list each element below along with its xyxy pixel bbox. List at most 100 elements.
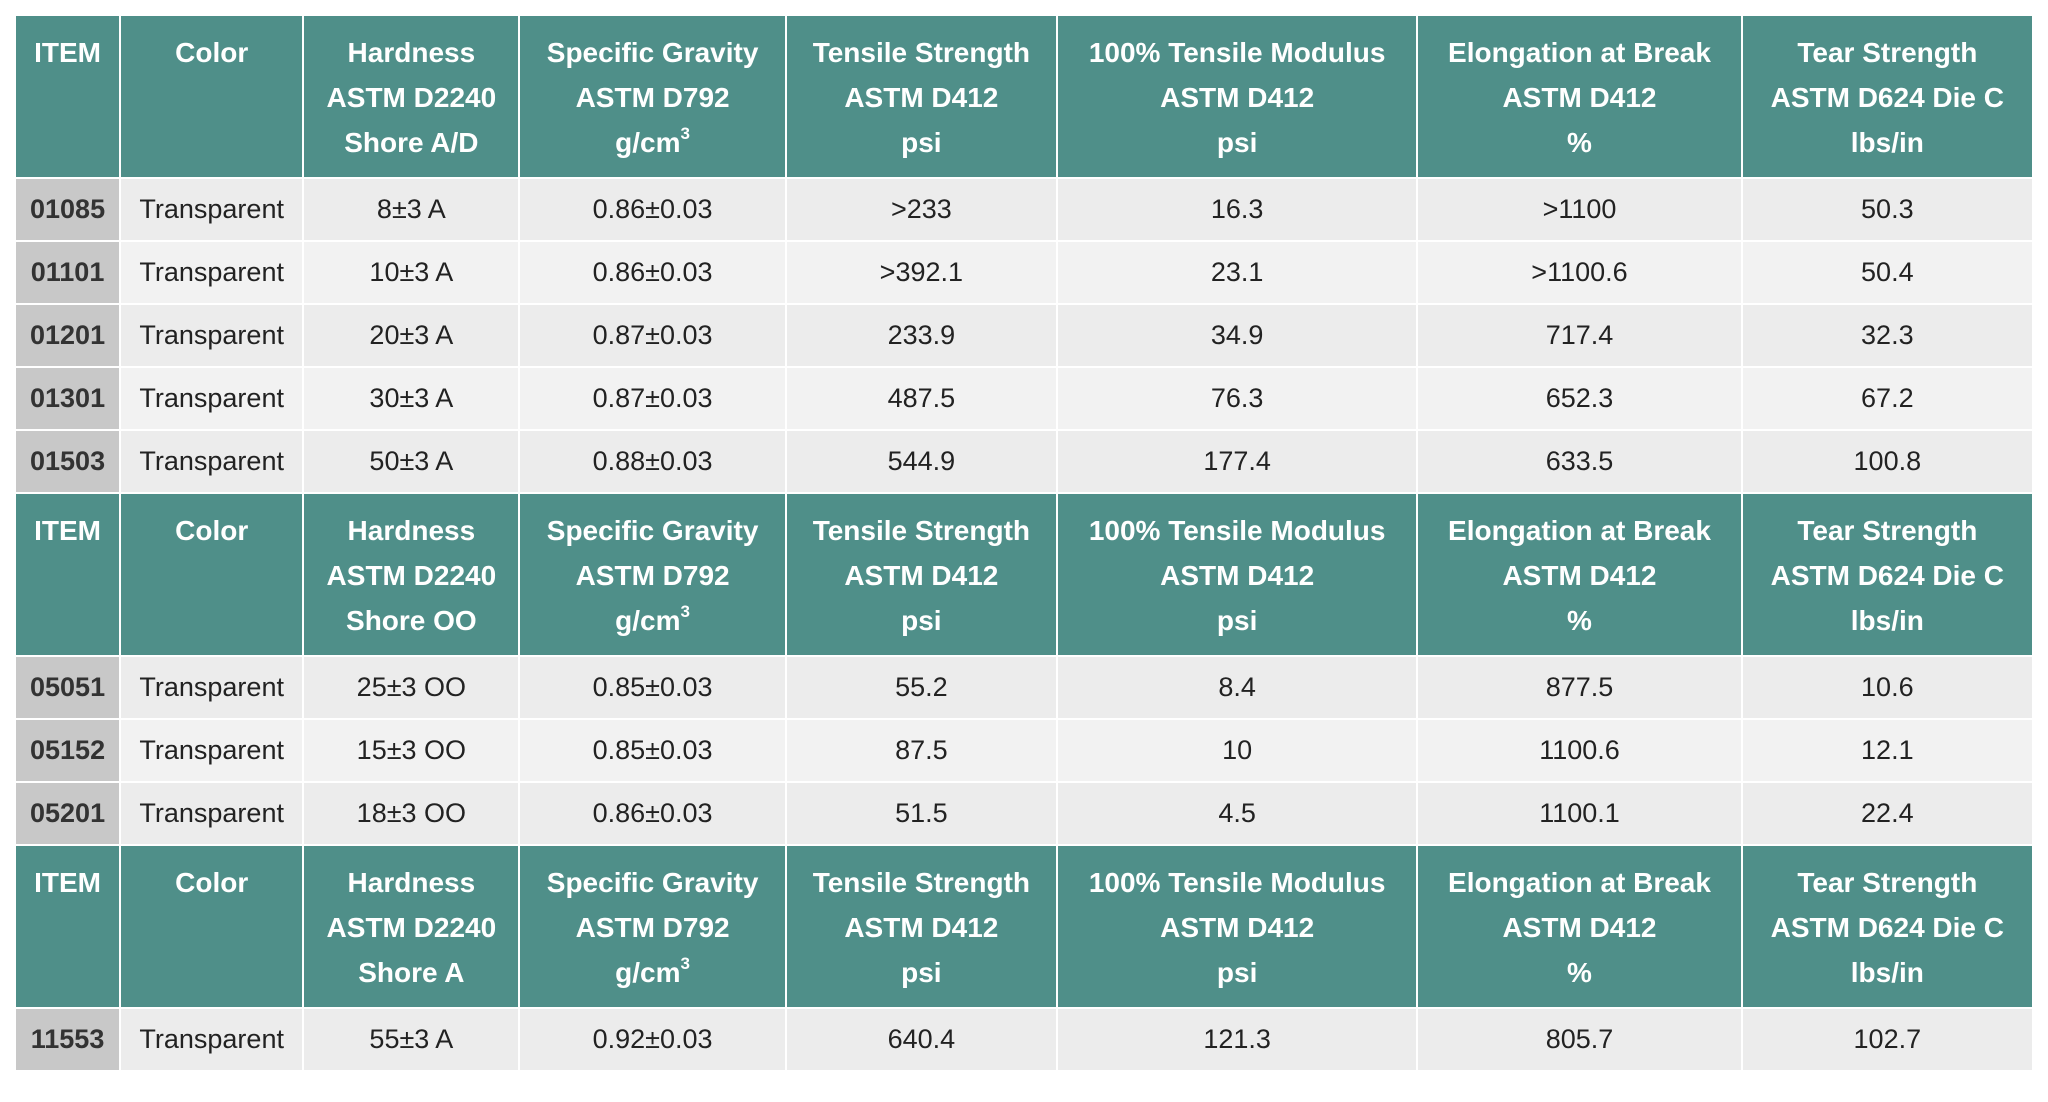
header-row: ITEM Color Hardness ASTM D2240 Shore OO … <box>16 494 2032 655</box>
cell-tear-strength: 32.3 <box>1742 305 2032 366</box>
cell-tear-strength: 67.2 <box>1742 368 2032 429</box>
cell-tensile-modulus: 34.9 <box>1057 305 1417 366</box>
cell-tensile-modulus: 76.3 <box>1057 368 1417 429</box>
table-body: ITEM Color Hardness ASTM D2240 Shore A/D… <box>16 16 2032 1070</box>
col-header-item: ITEM <box>16 16 120 177</box>
cell-color: Transparent <box>121 720 303 781</box>
col-header-hardness: Hardness ASTM D2240 Shore OO <box>304 494 519 655</box>
cell-tensile-modulus: 177.4 <box>1057 431 1417 492</box>
table-row: 01085 Transparent 8±3 A 0.86±0.03 >233 1… <box>16 179 2032 240</box>
cell-tear-strength: 22.4 <box>1742 783 2032 844</box>
properties-table: ITEM Color Hardness ASTM D2240 Shore A/D… <box>14 14 2034 1072</box>
table-row: 05152 Transparent 15±3 OO 0.85±0.03 87.5… <box>16 720 2032 781</box>
col-header-tensile-modulus: 100% Tensile Modulus ASTM D412 psi <box>1057 846 1417 1007</box>
header-row: ITEM Color Hardness ASTM D2240 Shore A/D… <box>16 16 2032 177</box>
cell-specific-gravity: 0.85±0.03 <box>520 720 785 781</box>
cell-tensile-strength: >392.1 <box>786 242 1056 303</box>
col-header-tensile-modulus: 100% Tensile Modulus ASTM D412 psi <box>1057 494 1417 655</box>
cell-elongation: 805.7 <box>1418 1009 1741 1070</box>
cell-hardness: 10±3 A <box>304 242 519 303</box>
cell-elongation: 717.4 <box>1418 305 1741 366</box>
cell-tensile-strength: 640.4 <box>786 1009 1056 1070</box>
cell-tensile-strength: 51.5 <box>786 783 1056 844</box>
cell-item: 05152 <box>16 720 120 781</box>
cell-elongation: 1100.6 <box>1418 720 1741 781</box>
cell-hardness: 25±3 OO <box>304 657 519 718</box>
cell-tear-strength: 50.4 <box>1742 242 2032 303</box>
col-header-color: Color <box>121 16 303 177</box>
cell-item: 05201 <box>16 783 120 844</box>
table-row: 05051 Transparent 25±3 OO 0.85±0.03 55.2… <box>16 657 2032 718</box>
cell-specific-gravity: 0.92±0.03 <box>520 1009 785 1070</box>
col-header-tensile-strength: Tensile Strength ASTM D412 psi <box>786 846 1056 1007</box>
cell-specific-gravity: 0.86±0.03 <box>520 783 785 844</box>
cell-tear-strength: 50.3 <box>1742 179 2032 240</box>
col-header-item: ITEM <box>16 846 120 1007</box>
cell-item: 01085 <box>16 179 120 240</box>
cell-tensile-strength: 487.5 <box>786 368 1056 429</box>
cell-tear-strength: 10.6 <box>1742 657 2032 718</box>
cell-tensile-modulus: 8.4 <box>1057 657 1417 718</box>
col-header-hardness: Hardness ASTM D2240 Shore A <box>304 846 519 1007</box>
cell-color: Transparent <box>121 368 303 429</box>
cell-tear-strength: 102.7 <box>1742 1009 2032 1070</box>
cell-specific-gravity: 0.86±0.03 <box>520 242 785 303</box>
col-header-color: Color <box>121 494 303 655</box>
col-header-hardness: Hardness ASTM D2240 Shore A/D <box>304 16 519 177</box>
table-row: 01201 Transparent 20±3 A 0.87±0.03 233.9… <box>16 305 2032 366</box>
cell-elongation: 1100.1 <box>1418 783 1741 844</box>
cell-tensile-strength: 544.9 <box>786 431 1056 492</box>
table-row: 11553 Transparent 55±3 A 0.92±0.03 640.4… <box>16 1009 2032 1070</box>
cell-tensile-strength: 87.5 <box>786 720 1056 781</box>
cell-hardness: 18±3 OO <box>304 783 519 844</box>
cell-elongation: 877.5 <box>1418 657 1741 718</box>
cell-specific-gravity: 0.86±0.03 <box>520 179 785 240</box>
cell-item: 01301 <box>16 368 120 429</box>
cell-specific-gravity: 0.87±0.03 <box>520 305 785 366</box>
cell-item: 11553 <box>16 1009 120 1070</box>
col-header-elongation: Elongation at Break ASTM D412 % <box>1418 16 1741 177</box>
col-header-tensile-strength: Tensile Strength ASTM D412 psi <box>786 16 1056 177</box>
cell-elongation: >1100.6 <box>1418 242 1741 303</box>
col-header-elongation: Elongation at Break ASTM D412 % <box>1418 494 1741 655</box>
cell-item: 01201 <box>16 305 120 366</box>
col-header-tear-strength: Tear Strength ASTM D624 Die C lbs/in <box>1742 494 2032 655</box>
cell-color: Transparent <box>121 242 303 303</box>
col-header-specific-gravity: Specific Gravity ASTM D792 g/cm3 <box>520 16 785 177</box>
cell-specific-gravity: 0.85±0.03 <box>520 657 785 718</box>
cell-hardness: 55±3 A <box>304 1009 519 1070</box>
col-header-specific-gravity: Specific Gravity ASTM D792 g/cm3 <box>520 494 785 655</box>
cell-elongation: 633.5 <box>1418 431 1741 492</box>
cell-elongation: 652.3 <box>1418 368 1741 429</box>
col-header-elongation: Elongation at Break ASTM D412 % <box>1418 846 1741 1007</box>
header-row: ITEM Color Hardness ASTM D2240 Shore A S… <box>16 846 2032 1007</box>
cell-tensile-modulus: 4.5 <box>1057 783 1417 844</box>
cell-tensile-modulus: 16.3 <box>1057 179 1417 240</box>
cell-tensile-modulus: 10 <box>1057 720 1417 781</box>
col-header-tear-strength: Tear Strength ASTM D624 Die C lbs/in <box>1742 846 2032 1007</box>
cell-item: 01503 <box>16 431 120 492</box>
cell-color: Transparent <box>121 179 303 240</box>
cell-hardness: 50±3 A <box>304 431 519 492</box>
table-row: 05201 Transparent 18±3 OO 0.86±0.03 51.5… <box>16 783 2032 844</box>
cell-hardness: 15±3 OO <box>304 720 519 781</box>
cell-item: 05051 <box>16 657 120 718</box>
cell-tear-strength: 12.1 <box>1742 720 2032 781</box>
cell-color: Transparent <box>121 657 303 718</box>
col-header-color: Color <box>121 846 303 1007</box>
cell-specific-gravity: 0.88±0.03 <box>520 431 785 492</box>
cell-color: Transparent <box>121 305 303 366</box>
cell-tensile-modulus: 121.3 <box>1057 1009 1417 1070</box>
cell-item: 01101 <box>16 242 120 303</box>
cell-hardness: 30±3 A <box>304 368 519 429</box>
cell-hardness: 8±3 A <box>304 179 519 240</box>
col-header-tensile-modulus: 100% Tensile Modulus ASTM D412 psi <box>1057 16 1417 177</box>
cell-hardness: 20±3 A <box>304 305 519 366</box>
col-header-specific-gravity: Specific Gravity ASTM D792 g/cm3 <box>520 846 785 1007</box>
cell-tensile-strength: 233.9 <box>786 305 1056 366</box>
cell-color: Transparent <box>121 431 303 492</box>
table-row: 01101 Transparent 10±3 A 0.86±0.03 >392.… <box>16 242 2032 303</box>
cell-specific-gravity: 0.87±0.03 <box>520 368 785 429</box>
cell-elongation: >1100 <box>1418 179 1741 240</box>
table-row: 01503 Transparent 50±3 A 0.88±0.03 544.9… <box>16 431 2032 492</box>
